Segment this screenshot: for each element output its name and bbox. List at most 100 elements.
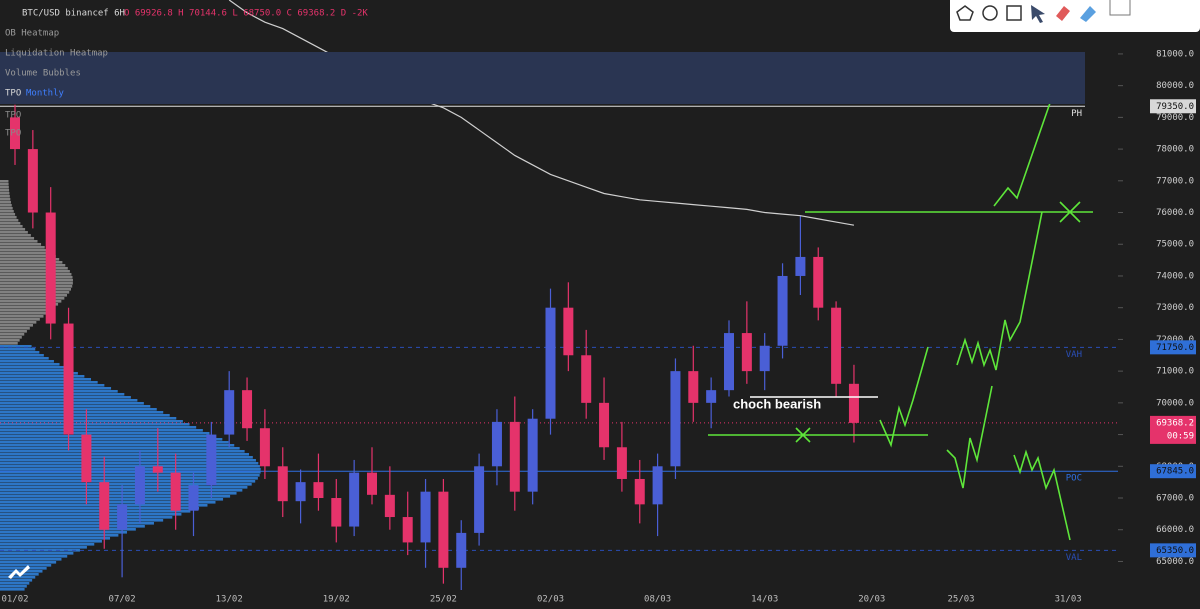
- tool-rect[interactable]: [1006, 5, 1022, 21]
- candle-body: [367, 472, 377, 495]
- menu-item[interactable]: Liquidation Heatmap: [5, 49, 108, 59]
- profile-bar: [0, 516, 173, 519]
- profile-bar: [0, 429, 203, 432]
- profile-bar: [0, 441, 229, 444]
- profile-bar: [0, 561, 57, 564]
- candle-body: [331, 498, 342, 527]
- candle-body: [295, 482, 306, 502]
- candle-body: [634, 478, 645, 505]
- candle-body: [45, 212, 56, 324]
- candle-body: [206, 434, 217, 486]
- profile-bar: [0, 348, 36, 351]
- x-tick-label: 19/02: [323, 595, 350, 605]
- profile-bar: [0, 234, 31, 237]
- y-tick-label: 77000.0: [1156, 176, 1194, 186]
- profile-bar: [0, 357, 49, 360]
- candle-body: [81, 434, 92, 483]
- profile-bar: [0, 447, 240, 450]
- profile-bar: [0, 288, 71, 291]
- profile-bar: [0, 471, 261, 474]
- tool-pentagon[interactable]: [956, 5, 974, 21]
- profile-bar: [0, 531, 127, 534]
- profile-bar: [0, 534, 119, 537]
- tool-cursor[interactable]: [1031, 5, 1045, 23]
- profile-bar: [0, 186, 9, 189]
- tool-circle[interactable]: [982, 5, 998, 21]
- profile-bar: [0, 453, 250, 456]
- last-price-box: [1150, 415, 1196, 444]
- profile-bar: [0, 390, 118, 393]
- menu-item-value[interactable]: Monthly: [26, 89, 65, 99]
- candle-body: [99, 482, 110, 530]
- toolbar: [950, 0, 1200, 32]
- profile-bar: [0, 450, 245, 453]
- candle-body: [688, 371, 699, 403]
- y-axis: 65000.066000.067000.068000.069000.070000…: [1118, 49, 1196, 567]
- profile-bar: [0, 318, 40, 321]
- profile-bar: [0, 270, 70, 273]
- y-tick-label: 80000.0: [1156, 81, 1194, 91]
- menu-panel: [0, 52, 1085, 104]
- profile-bar: [0, 321, 37, 324]
- tool-brush[interactable]: [1080, 6, 1096, 22]
- menu-item[interactable]: TPO: [5, 89, 21, 99]
- profile-bar: [0, 228, 26, 231]
- profile-bar: [0, 282, 73, 285]
- profile-bar: [0, 549, 80, 552]
- profile-bar: [0, 465, 260, 468]
- y-tick-label: 79000.0: [1156, 113, 1194, 123]
- y-tick-label: 73000.0: [1156, 303, 1194, 313]
- profile-bar: [0, 444, 235, 447]
- profile-bar: [0, 498, 224, 501]
- tool-eraser[interactable]: [1056, 6, 1070, 21]
- candles: [10, 104, 859, 590]
- menu-item[interactable]: OB Heatmap: [5, 29, 59, 39]
- candle-body: [848, 383, 859, 423]
- profile-bar: [0, 582, 30, 585]
- profile-bar: [0, 354, 44, 357]
- candle-body: [491, 421, 502, 467]
- drawings: [708, 102, 1093, 541]
- x-tick-label: 07/02: [109, 595, 136, 605]
- profile-bar: [0, 276, 73, 279]
- y-tick-label: 70000.0: [1156, 398, 1194, 408]
- candle-body: [563, 307, 574, 356]
- profile-bar: [0, 366, 66, 369]
- profile-bar: [0, 588, 25, 591]
- candle-body: [581, 355, 592, 403]
- candle-body: [277, 466, 288, 502]
- profile-bar: [0, 480, 256, 483]
- profile-bar: [0, 303, 59, 306]
- last-price-label: 69368.2: [1156, 418, 1194, 428]
- candle-body: [831, 307, 842, 384]
- levels: PH VAH POC VAL: [0, 105, 1118, 563]
- profile-bar: [0, 420, 183, 423]
- profile-bar: [0, 486, 248, 489]
- profile-bar: [0, 351, 40, 354]
- menu-item[interactable]: Volume Bubbles: [5, 69, 81, 79]
- profile-bar: [0, 183, 9, 186]
- candle-body: [224, 390, 235, 435]
- profile-bar: [0, 426, 197, 429]
- y-tick-label: 76000.0: [1156, 208, 1194, 218]
- x-tick-label: 08/03: [644, 595, 671, 605]
- tool-square[interactable]: [1109, 0, 1131, 16]
- profile-bar: [0, 324, 33, 327]
- logo: [8, 565, 30, 579]
- profile-bar: [0, 363, 60, 366]
- candle-body: [134, 466, 145, 505]
- candle-body: [652, 466, 663, 505]
- drawn-path: [1013, 449, 1071, 541]
- candle-body: [402, 517, 413, 543]
- level-name: VAH: [1066, 350, 1082, 360]
- profile-bar: [0, 297, 65, 300]
- profile-bar: [0, 279, 73, 282]
- candle-body: [259, 428, 270, 467]
- profile-bar: [0, 264, 66, 267]
- candle-body: [313, 482, 324, 499]
- profile-bar: [0, 570, 43, 573]
- profile-bar: [0, 459, 256, 462]
- profile-bar: [0, 438, 223, 441]
- profile-bar: [0, 240, 38, 243]
